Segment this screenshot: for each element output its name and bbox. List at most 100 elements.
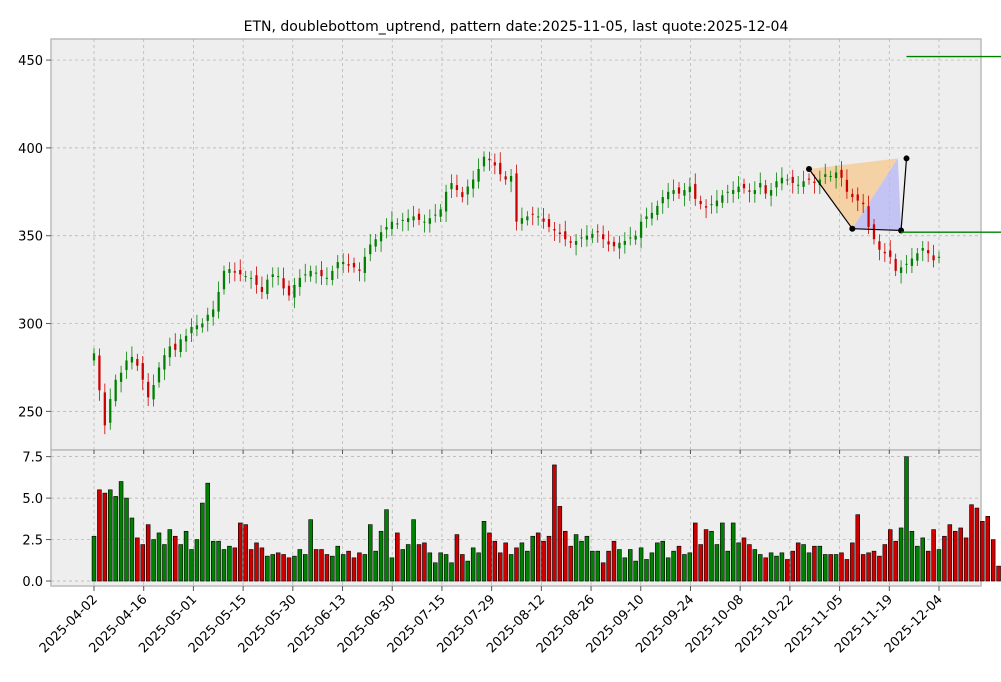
pattern-triangle-right (852, 158, 902, 231)
volume-bar (579, 540, 584, 582)
volume-bar (844, 559, 850, 582)
candle-body (282, 278, 285, 289)
volume-bar (649, 552, 655, 582)
candle-body (298, 277, 301, 288)
candle-body (699, 200, 702, 205)
volume-bar (140, 544, 146, 582)
candle-body (412, 216, 415, 221)
volume-bar (573, 534, 579, 582)
volume-bar (676, 545, 682, 582)
volume-bar (481, 521, 487, 582)
volume-bar (665, 557, 671, 582)
volume-bar (183, 530, 189, 582)
candle-body (732, 190, 735, 194)
candle-body (515, 173, 518, 222)
price-tick-label: 350 (18, 230, 43, 245)
volume-bar (438, 552, 443, 582)
candle-body (92, 353, 96, 361)
volume-bar (308, 519, 313, 582)
candle-body (721, 195, 724, 203)
candle-body (558, 232, 561, 234)
candle-body (499, 162, 502, 175)
candle-body (526, 216, 529, 221)
volume-bar (427, 552, 433, 582)
price-candles (92, 151, 941, 435)
candle-body (488, 158, 491, 161)
volume-bar (443, 554, 449, 582)
volume-bar (904, 456, 909, 582)
volume-bar (432, 562, 438, 582)
volume-bar (248, 549, 254, 582)
volume-bar (855, 514, 860, 582)
volume-bar (238, 522, 243, 582)
candle-body (683, 190, 686, 196)
volume-bar (920, 537, 925, 582)
volume-bar (362, 554, 368, 582)
candle-body (466, 186, 469, 195)
volume-bar (194, 539, 200, 582)
candle-body (174, 343, 177, 350)
volume-bar (378, 530, 384, 582)
candle-body (742, 183, 746, 189)
candle-body (504, 176, 507, 180)
volume-bar (216, 540, 221, 582)
candle-body (753, 190, 756, 194)
candle-body (212, 309, 215, 317)
volume-bar (947, 524, 953, 582)
candle-body (417, 213, 421, 220)
volume-bar (465, 560, 470, 582)
volume-bar (990, 539, 996, 582)
candle-body (244, 276, 247, 278)
candle-body (233, 271, 236, 273)
volume-bar (497, 552, 503, 582)
candle-body (309, 270, 312, 277)
volume-bar (925, 550, 931, 582)
volume-bar (454, 534, 460, 582)
volume-bar (492, 540, 498, 582)
candle-body (764, 185, 767, 194)
volume-bar (600, 562, 606, 582)
candle-body (937, 256, 941, 258)
candle-body (607, 241, 610, 245)
volume-bar (866, 552, 871, 582)
candle-body (428, 218, 431, 224)
candle-body (293, 284, 296, 298)
volume-bar (389, 557, 395, 582)
volume-bar (752, 549, 758, 582)
candle-body (396, 223, 399, 225)
candle-body (509, 176, 513, 182)
candle-body (347, 264, 350, 266)
candle-body (547, 219, 551, 227)
volume-bar (503, 542, 508, 582)
volume-bar (302, 554, 308, 582)
volume-bar (985, 516, 990, 582)
candle-body (650, 212, 654, 219)
candle-body (266, 279, 269, 295)
volume-bar (682, 554, 687, 582)
volume-bar (850, 542, 855, 582)
candle-body (114, 379, 117, 402)
volume-bar (969, 504, 974, 582)
candle-body (482, 156, 486, 167)
candle-body (807, 178, 811, 180)
volume-bar (887, 529, 893, 582)
volume-bar (405, 544, 411, 582)
volume-bar (384, 509, 389, 582)
pattern-point (806, 165, 812, 172)
volume-bar (221, 549, 227, 582)
volume-bar (833, 554, 839, 582)
volume-bar (281, 554, 286, 582)
price-tick-label: 250 (18, 405, 43, 420)
volume-bar (915, 545, 920, 582)
candle-body (639, 221, 643, 238)
volume-bar (725, 550, 730, 582)
volume-bar (286, 557, 292, 582)
volume-bar (562, 530, 568, 582)
volume-bar (644, 559, 649, 582)
volume-bar (952, 530, 958, 582)
volume-bar (963, 537, 969, 582)
volume-bar (476, 552, 481, 582)
volume-bar (774, 555, 779, 582)
candle-body (883, 251, 886, 254)
candle-body (840, 169, 843, 178)
